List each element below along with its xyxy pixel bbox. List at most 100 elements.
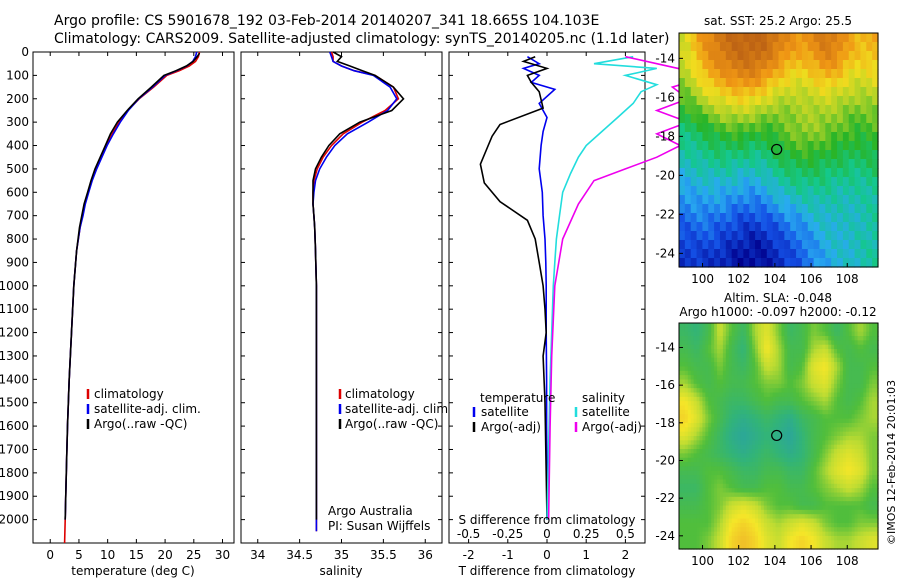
- map-cell: [778, 327, 783, 333]
- map-cell: [837, 123, 844, 133]
- map-cell: [804, 396, 809, 402]
- map-cell: [866, 531, 870, 537]
- map-cell: [854, 357, 859, 363]
- map-cell: [872, 466, 876, 472]
- map-cell: [796, 449, 800, 454]
- map-cell: [825, 362, 829, 368]
- map-cell: [866, 505, 870, 511]
- map-cell: [734, 353, 739, 359]
- map-cell: [699, 344, 704, 350]
- y-tick-label: 1900: [0, 489, 29, 503]
- map-cell: [760, 340, 765, 346]
- map-cell: [778, 96, 785, 106]
- map-cell: [778, 405, 783, 411]
- map-cell: [766, 522, 771, 528]
- map-cell: [839, 401, 844, 407]
- map-cell: [740, 323, 744, 328]
- map-cell: [845, 375, 850, 381]
- map-cell: [702, 349, 706, 355]
- map-cell: [787, 383, 791, 389]
- map-cell: [845, 527, 850, 533]
- map-cell: [801, 388, 806, 394]
- map-cell: [875, 496, 879, 502]
- map-cell: [778, 60, 785, 70]
- map-cell: [734, 323, 739, 328]
- map-cell: [866, 396, 870, 402]
- map-cell: [807, 422, 812, 428]
- map-cell: [763, 431, 768, 437]
- map-cell: [863, 366, 867, 372]
- map-cell: [866, 132, 873, 142]
- map-cell: [845, 449, 850, 454]
- map-cell: [819, 150, 826, 160]
- map-cell: [731, 388, 736, 394]
- map-cell: [740, 436, 744, 441]
- map-cell: [737, 105, 744, 115]
- map-cell: [746, 444, 750, 450]
- map-cell: [804, 379, 809, 385]
- map-cell: [796, 42, 803, 52]
- map-cell: [866, 331, 870, 337]
- map-cell: [728, 344, 733, 350]
- map-cell: [758, 396, 762, 402]
- map-cell: [848, 418, 853, 424]
- map-cell: [719, 418, 724, 424]
- x-tick-label: 10: [100, 548, 115, 562]
- map-cell: [842, 479, 847, 485]
- map-cell: [684, 96, 692, 106]
- map-cell: [798, 462, 803, 468]
- map-cell: [681, 431, 686, 437]
- map-cell: [722, 449, 727, 454]
- map-cell: [860, 195, 867, 205]
- map-cell: [866, 327, 870, 333]
- map-cell: [722, 514, 727, 520]
- map-cell: [845, 440, 850, 446]
- map-cell: [842, 375, 847, 381]
- map-cell: [690, 496, 695, 502]
- map-cell: [684, 340, 689, 346]
- map-cell: [731, 177, 739, 187]
- map-cell: [793, 475, 797, 481]
- map-cell: [702, 344, 706, 350]
- map-cell: [737, 505, 742, 511]
- map-cell: [708, 470, 712, 476]
- map-cell: [863, 544, 867, 550]
- map-cell: [796, 141, 803, 151]
- map-cell: [807, 440, 812, 446]
- map-cell: [801, 362, 806, 368]
- map-cell: [854, 370, 859, 376]
- map-cell: [796, 327, 800, 333]
- map-cell: [714, 331, 718, 337]
- map-cell: [857, 336, 862, 341]
- map-cell: [875, 353, 879, 359]
- map-cell: [702, 331, 706, 337]
- map-cell: [813, 105, 821, 115]
- map-cell: [687, 366, 692, 372]
- map-cell: [816, 405, 821, 411]
- map-cell: [837, 375, 841, 381]
- map-cell: [775, 531, 780, 537]
- map-cell: [702, 405, 706, 411]
- map-cell: [860, 331, 864, 337]
- map-cell: [740, 396, 744, 402]
- map-cell: [813, 540, 818, 546]
- map-cell: [778, 440, 783, 446]
- map-cell: [819, 177, 826, 187]
- map-cell: [679, 501, 683, 507]
- map-cell: [854, 141, 862, 151]
- map-cell: [837, 405, 841, 411]
- map-cell: [796, 362, 800, 368]
- map-cell: [825, 479, 829, 485]
- map-cell: [857, 462, 862, 468]
- map-cell: [781, 431, 785, 437]
- map-cell: [679, 69, 686, 79]
- map-cell: [816, 466, 821, 472]
- map-cell: [737, 475, 742, 481]
- map-cell: [831, 527, 835, 533]
- map-cell: [869, 462, 873, 468]
- map-cell: [825, 222, 832, 232]
- map-cell: [696, 392, 701, 398]
- map-cell: [760, 344, 765, 350]
- map-cell: [813, 357, 818, 363]
- map-cell: [693, 527, 698, 533]
